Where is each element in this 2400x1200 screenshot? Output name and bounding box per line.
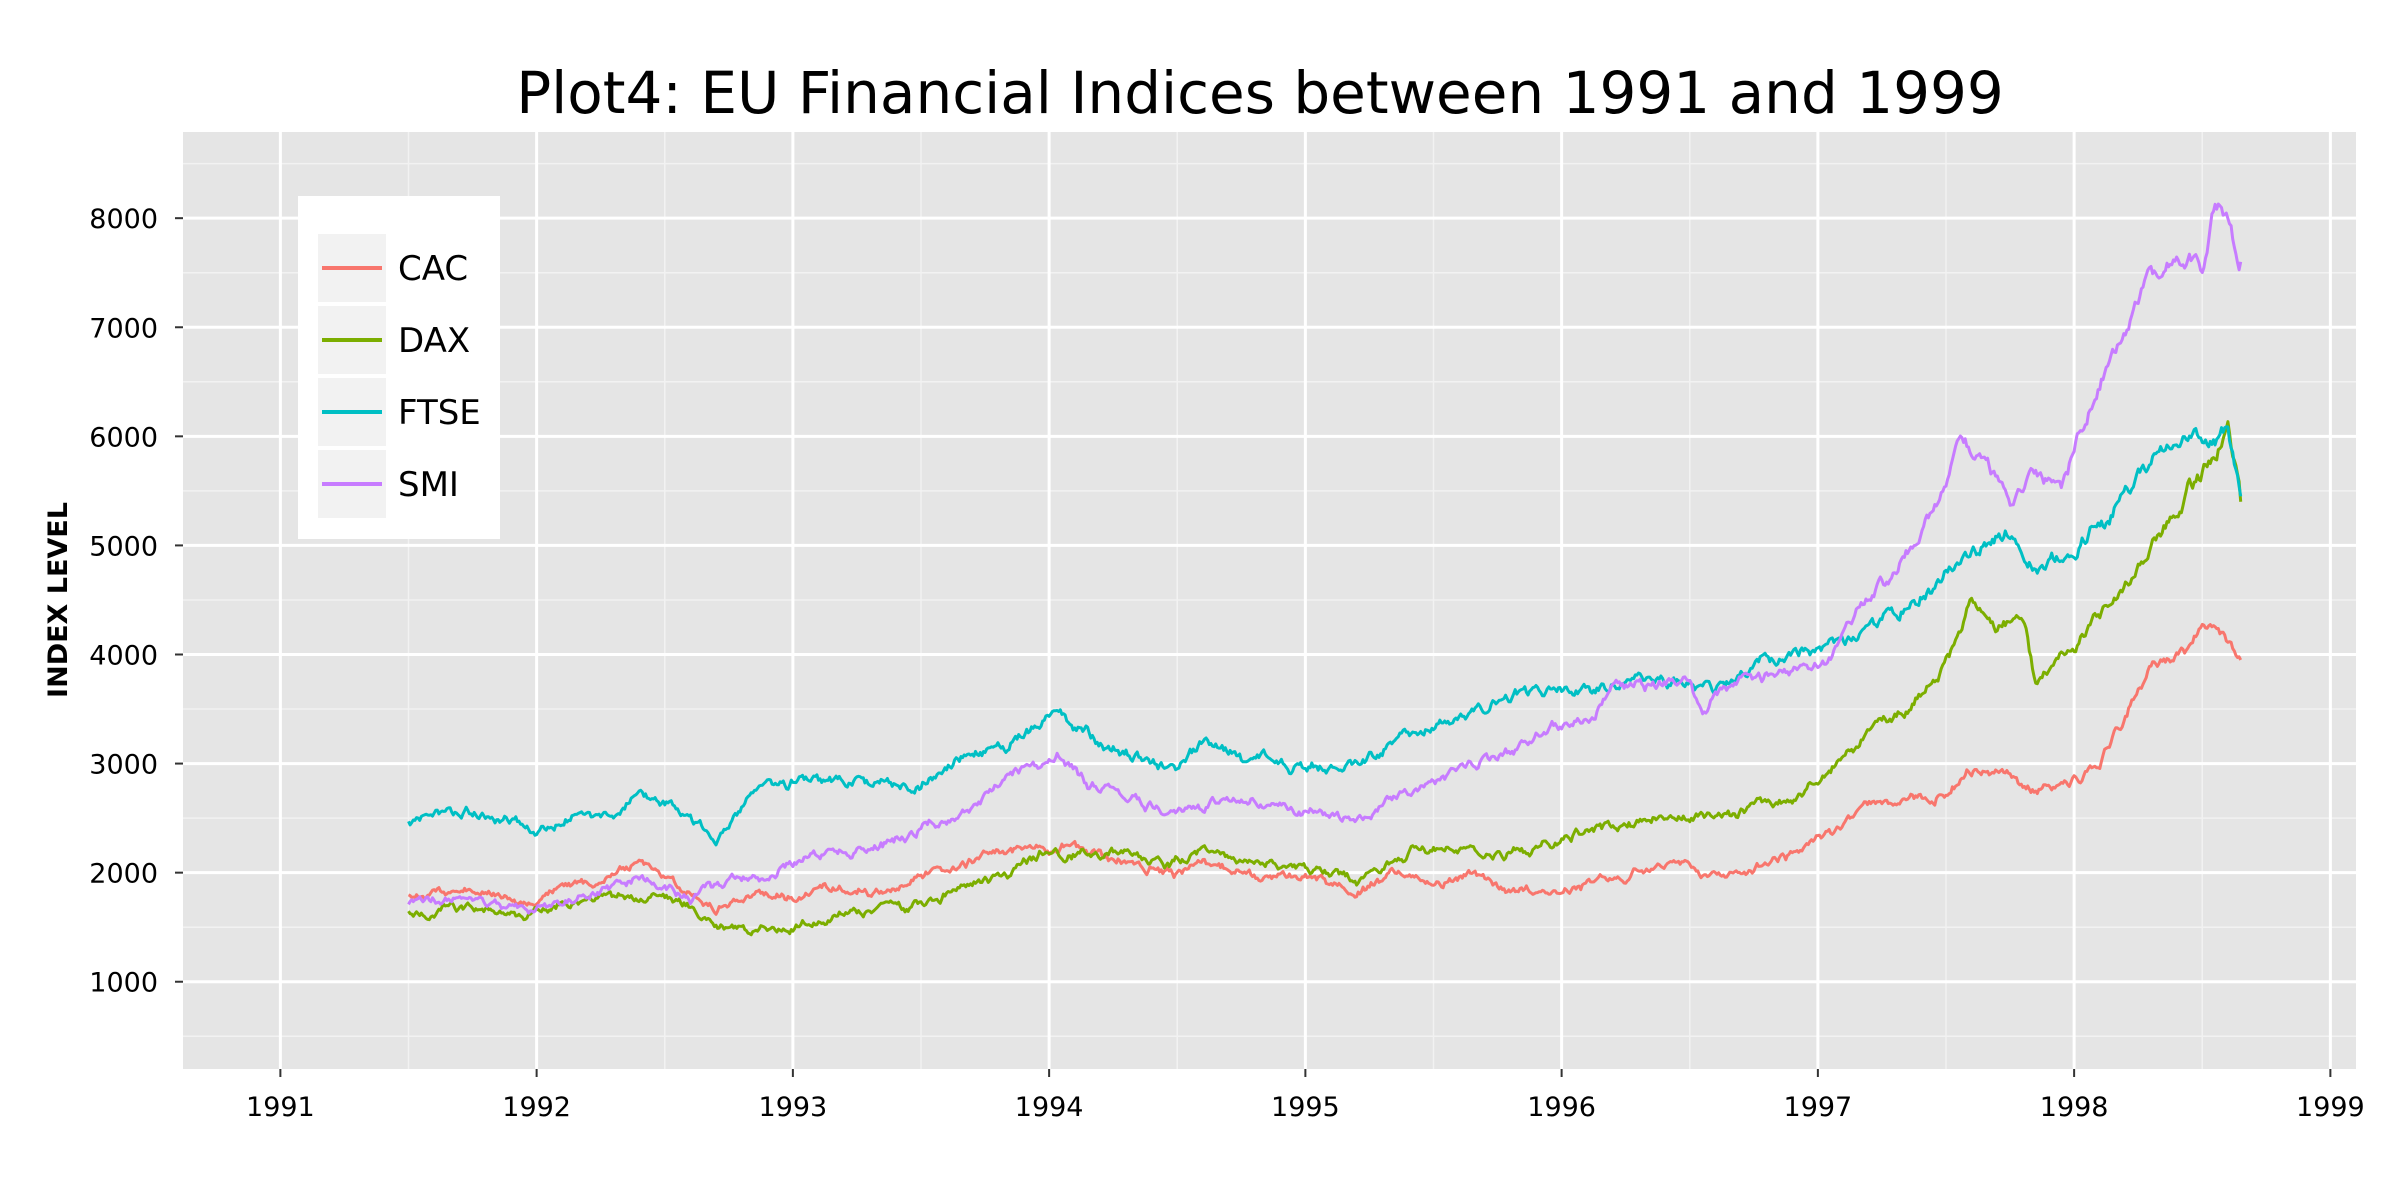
x-tick-label: 1994 — [1015, 1092, 1084, 1123]
series-line-smi — [407, 202, 2243, 915]
y-tick-label: 1000 — [89, 968, 158, 999]
x-tick-label: 1998 — [2040, 1092, 2109, 1123]
y-tick-label: 8000 — [89, 204, 158, 235]
series-lines — [407, 202, 2243, 937]
y-tick-label: 4000 — [89, 640, 158, 671]
series-line-dax — [407, 420, 2243, 937]
legend-label-cac: CAC — [398, 249, 468, 289]
y-axis-label: INDEX LEVEL — [43, 502, 74, 698]
y-tick-label: 7000 — [89, 313, 158, 344]
major-gridlines — [183, 132, 2356, 1069]
x-tick-label: 1993 — [759, 1092, 828, 1123]
x-tick-label: 1999 — [2296, 1092, 2365, 1123]
x-tick-label: 1991 — [246, 1092, 315, 1123]
x-axis: 1991 1992 1993 1994 1995 1996 1997 1998 1999 — [246, 1069, 2365, 1123]
x-tick-label: 1995 — [1271, 1092, 1340, 1123]
x-tick-label: 1997 — [1784, 1092, 1853, 1123]
legend-label-ftse: FTSE — [398, 393, 481, 433]
legend: CAC DAX FTSE SMI — [298, 196, 500, 539]
y-axis: 1000 2000 3000 4000 5000 6000 7000 8000 — [89, 204, 183, 999]
legend-label-smi: SMI — [398, 465, 459, 505]
x-tick-label: 1992 — [502, 1092, 571, 1123]
minor-gridlines — [183, 132, 2356, 1069]
series-line-cac — [407, 622, 2243, 916]
x-tick-label: 1996 — [1527, 1092, 1596, 1123]
y-tick-label: 2000 — [89, 859, 158, 890]
y-tick-label: 5000 — [89, 531, 158, 562]
series-line-ftse — [407, 425, 2243, 847]
legend-label-dax: DAX — [398, 321, 470, 361]
chart-title: Plot4: EU Financial Indices between 1991… — [516, 59, 2004, 127]
y-tick-label: 6000 — [89, 422, 158, 453]
y-tick-label: 3000 — [89, 750, 158, 781]
